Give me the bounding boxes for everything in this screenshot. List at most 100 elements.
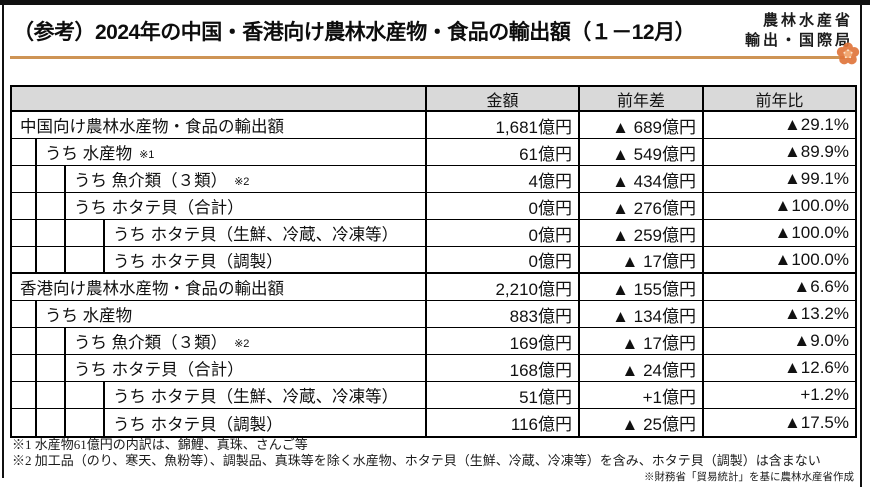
col-header-amount: 金額 bbox=[425, 87, 578, 110]
footnote-1: ※1 水産物61億円の内訳は、錦鯉、真珠、さんご等 bbox=[12, 437, 308, 452]
row-label: 香港向け農林水産物・食品の輸出額 bbox=[20, 280, 284, 298]
row-yoy-diff: ▲ 134億円 bbox=[578, 301, 702, 327]
row-amount: 61億円 bbox=[425, 139, 578, 165]
agency-block: 農林水産省 輸出・国際局 bbox=[745, 11, 853, 51]
row-yoy-ratio: +1.2% bbox=[702, 382, 855, 408]
row-yoy-diff: ▲ 276億円 bbox=[578, 193, 702, 219]
row-yoy-diff: ▲ 259億円 bbox=[578, 220, 702, 246]
row-yoy-ratio: ▲12.6% bbox=[702, 355, 855, 381]
table-row: 中国向け農林水産物・食品の輸出額 1,681億円 ▲ 689億円 ▲29.1% bbox=[12, 112, 855, 139]
row-yoy-ratio: ▲6.6% bbox=[702, 274, 855, 300]
row-amount: 168億円 bbox=[425, 355, 578, 381]
row-yoy-ratio: ▲29.1% bbox=[702, 112, 855, 138]
row-yoy-ratio: ▲100.0% bbox=[702, 220, 855, 246]
indent-spacer bbox=[12, 247, 37, 272]
indent-spacer bbox=[12, 220, 37, 246]
row-label-note: ※2 bbox=[234, 337, 250, 350]
row-label: うち ホタテ貝（生鮮、冷蔵、冷凍等） bbox=[113, 388, 399, 406]
row-yoy-ratio: ▲9.0% bbox=[702, 328, 855, 354]
agency-line1: 農林水産省 bbox=[762, 12, 853, 29]
row-yoy-ratio: ▲100.0% bbox=[702, 193, 855, 219]
row-label: うち ホタテ貝（調製） bbox=[113, 415, 283, 434]
table-row: うち ホタテ貝（合計） 168億円 ▲ 24億円 ▲12.6% bbox=[12, 355, 855, 382]
page-title: （参考）2024年の中国・香港向け農林水産物・食品の輸出額（１－12月） bbox=[13, 21, 696, 44]
row-amount: 4億円 bbox=[425, 166, 578, 192]
indent-spacer bbox=[12, 355, 37, 381]
indent-spacer bbox=[37, 166, 66, 192]
indent-spacer bbox=[12, 193, 37, 219]
row-amount: 883億円 bbox=[425, 301, 578, 327]
row-label-cell: うち ホタテ貝（調製） bbox=[12, 409, 425, 436]
source-note: ※財務省「貿易統計」を基に農林水産省作成 bbox=[644, 472, 854, 483]
indent-spacer bbox=[37, 328, 66, 354]
row-yoy-diff: ▲ 24億円 bbox=[578, 355, 702, 381]
indent-spacer bbox=[37, 193, 66, 219]
table-row: うち ホタテ貝（生鮮、冷蔵、冷凍等） 51億円 +1億円 +1.2% bbox=[12, 382, 855, 409]
col-header-yoy-ratio: 前年比 bbox=[702, 87, 855, 110]
plum-blossom-icon bbox=[835, 41, 861, 67]
row-label-cell: うち 水産物 ※1 bbox=[12, 139, 425, 165]
row-label-note: ※1 bbox=[139, 148, 155, 161]
footnote-2: ※2 加工品（のり、寒天、魚粉等）、調製品、真珠等を除く水産物、ホタテ貝（生鮮、… bbox=[12, 453, 821, 468]
header-label-spacer bbox=[12, 87, 425, 110]
row-label-cell: うち 水産物 bbox=[12, 301, 425, 327]
indent-spacer bbox=[12, 409, 37, 436]
table-row: 香港向け農林水産物・食品の輸出額 2,210億円 ▲ 155億円 ▲6.6% bbox=[12, 274, 855, 301]
indent-spacer bbox=[37, 409, 66, 436]
row-amount: 51億円 bbox=[425, 382, 578, 408]
right-border-line bbox=[860, 5, 862, 487]
indent-spacer bbox=[12, 382, 37, 408]
indent-spacer bbox=[12, 328, 37, 354]
table-row: うち ホタテ貝（合計） 0億円 ▲ 276億円 ▲100.0% bbox=[12, 193, 855, 220]
table-header-row: 金額 前年差 前年比 bbox=[12, 87, 855, 112]
row-label-cell: うち 魚介類（３類） ※2 bbox=[12, 328, 425, 354]
row-yoy-diff: ▲ 17億円 bbox=[578, 247, 702, 272]
row-label-cell: うち ホタテ貝（合計） bbox=[12, 193, 425, 219]
title-underline bbox=[10, 56, 852, 59]
row-yoy-diff: ▲ 155億円 bbox=[578, 274, 702, 300]
row-label: うち 水産物 bbox=[45, 307, 133, 325]
row-amount: 1,681億円 bbox=[425, 112, 578, 138]
left-border-line bbox=[2, 5, 4, 478]
table-row: うち ホタテ貝（生鮮、冷蔵、冷凍等） 0億円 ▲ 259億円 ▲100.0% bbox=[12, 220, 855, 247]
row-label-cell: うち ホタテ貝（生鮮、冷蔵、冷凍等） bbox=[12, 220, 425, 246]
indent-spacer bbox=[37, 247, 66, 272]
row-amount: 0億円 bbox=[425, 247, 578, 272]
row-yoy-diff: ▲ 434億円 bbox=[578, 166, 702, 192]
row-label-cell: うち ホタテ貝（合計） bbox=[12, 355, 425, 381]
row-yoy-diff: ▲ 549億円 bbox=[578, 139, 702, 165]
row-yoy-diff: ▲ 689億円 bbox=[578, 112, 702, 138]
row-label-note: ※2 bbox=[234, 175, 250, 188]
row-label: うち ホタテ貝（調製） bbox=[113, 252, 283, 271]
indent-spacer bbox=[12, 139, 37, 165]
row-label-cell: 香港向け農林水産物・食品の輸出額 bbox=[12, 274, 425, 300]
row-yoy-ratio: ▲89.9% bbox=[702, 139, 855, 165]
row-amount: 0億円 bbox=[425, 220, 578, 246]
top-border-bar bbox=[0, 0, 870, 5]
row-yoy-ratio: ▲100.0% bbox=[702, 247, 855, 272]
indent-spacer bbox=[12, 301, 37, 327]
indent-spacer bbox=[66, 247, 105, 272]
row-label: 中国向け農林水産物・食品の輸出額 bbox=[20, 118, 284, 136]
row-label: うち 魚介類（３類） ※2 bbox=[74, 334, 250, 352]
table-row: うち ホタテ貝（調製） 116億円 ▲ 25億円 ▲17.5% bbox=[12, 409, 855, 436]
row-label: うち ホタテ貝（合計） bbox=[74, 199, 244, 217]
row-label: うち ホタテ貝（生鮮、冷蔵、冷凍等） bbox=[113, 226, 399, 244]
indent-spacer bbox=[37, 355, 66, 381]
row-yoy-ratio: ▲99.1% bbox=[702, 166, 855, 192]
table-row: うち 魚介類（３類） ※2 169億円 ▲ 17億円 ▲9.0% bbox=[12, 328, 855, 355]
table-row: うち 水産物 ※1 61億円 ▲ 549億円 ▲89.9% bbox=[12, 139, 855, 166]
row-amount: 169億円 bbox=[425, 328, 578, 354]
row-label: うち 魚介類（３類） ※2 bbox=[74, 172, 250, 190]
indent-spacer bbox=[66, 382, 105, 408]
row-yoy-diff: ▲ 25億円 bbox=[578, 409, 702, 436]
row-yoy-diff: ▲ 17億円 bbox=[578, 328, 702, 354]
table-row: うち 水産物 883億円 ▲ 134億円 ▲13.2% bbox=[12, 301, 855, 328]
row-label-cell: うち 魚介類（３類） ※2 bbox=[12, 166, 425, 192]
row-label-cell: 中国向け農林水産物・食品の輸出額 bbox=[12, 112, 425, 138]
row-yoy-ratio: ▲13.2% bbox=[702, 301, 855, 327]
indent-spacer bbox=[12, 166, 37, 192]
row-label: うち ホタテ貝（合計） bbox=[74, 361, 244, 379]
row-amount: 2,210億円 bbox=[425, 274, 578, 300]
